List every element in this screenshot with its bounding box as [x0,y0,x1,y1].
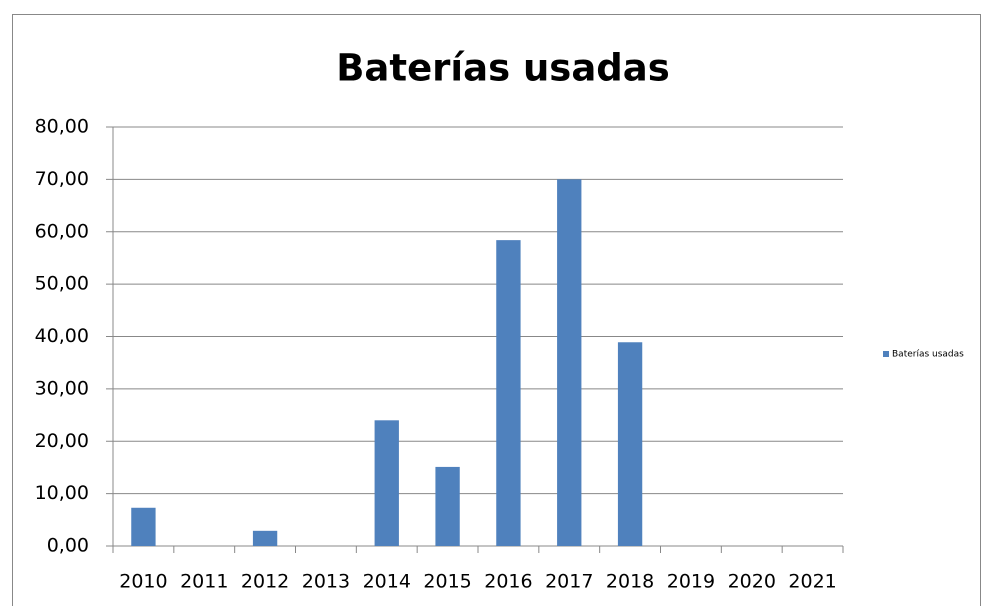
x-tick-label: 2010 [119,571,167,593]
y-tick-label: 50,00 [35,273,89,295]
x-tick-label: 2018 [606,571,654,593]
legend-label: Baterías usadas [892,350,964,360]
x-tick-label: 2015 [423,571,471,593]
x-tick-label: 2019 [667,571,715,593]
chart-title: Baterías usadas [336,47,670,90]
bar [435,466,460,546]
y-tick-label: 0,00 [47,535,89,557]
x-tick-label: 2013 [302,571,350,593]
x-tick-label: 2017 [545,571,593,593]
y-tick-label: 20,00 [35,430,89,452]
y-tick-label: 70,00 [35,168,89,190]
bar [557,179,582,546]
bar [252,530,278,546]
x-tick-label: 2012 [241,571,289,593]
x-tick-label: 2020 [728,571,776,593]
bar [617,342,643,546]
y-tick-label: 10,00 [35,482,89,504]
x-tick-label: 2011 [180,571,228,593]
x-tick-label: 2021 [788,571,836,593]
bar [496,240,521,546]
x-tick-label: 2014 [363,571,411,593]
y-tick-label: 30,00 [35,377,89,399]
y-tick-label: 60,00 [35,220,89,242]
bar [374,420,399,546]
legend-swatch [883,351,889,357]
y-tick-label: 80,00 [35,116,89,138]
bar [131,507,156,546]
y-tick-label: 40,00 [35,325,89,347]
x-tick-label: 2016 [484,571,532,593]
